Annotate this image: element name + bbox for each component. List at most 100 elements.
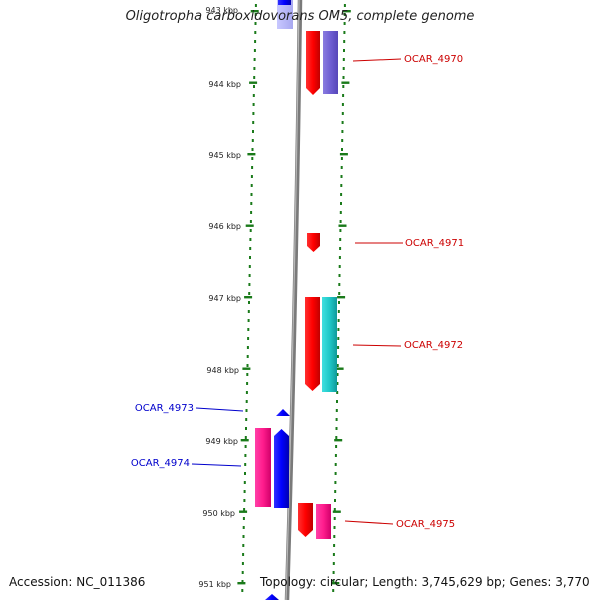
gene-arrow-ocar-4972-red [305,297,320,391]
ruler-left-dot [243,490,246,493]
gene-arrow-bottom-blue [265,594,279,600]
gene-label-ocar-4971[interactable]: OCAR_4971 [405,238,464,249]
ruler-right-major-tick [334,439,343,442]
ruler-right-dot [338,274,341,277]
gene-label-ocar-4973[interactable]: OCAR_4973 [135,403,194,414]
ruler-left-dot [254,22,257,25]
ruler-right-dot [336,382,339,385]
ruler-right-dot [332,562,335,565]
ruler-right-dot [342,85,345,88]
ruler-left-dot [251,157,254,160]
ruler-label-944: 944 kbp [208,80,241,89]
ruler-left-dot [247,310,250,313]
ruler-left-dot [249,229,252,232]
ruler-left-dot [252,112,255,115]
ruler-right-dot [342,94,345,97]
ruler-right-dot [332,571,335,574]
ruler-right-dot [343,31,346,34]
ruler-right-major-tick [339,153,348,156]
genome-backbone [284,0,303,600]
ruler-right-dot [340,157,343,160]
ruler-right-dot [336,364,339,367]
ruler-left-dot [246,355,249,358]
ruler-right-dot [332,580,335,583]
ruler-left-dot [247,337,250,340]
ruler-left-dot [241,589,244,592]
ruler-left-major-tick [237,582,246,585]
ruler-right-dot [341,112,344,115]
ruler-right-dot [332,589,335,592]
ruler-right-dot [337,310,340,313]
accession-text: Accession: NC_011386 [9,575,146,589]
ruler-right-dot [333,517,336,520]
ruler-left-dot [243,481,246,484]
ruler-right-dot [335,409,338,412]
ruler-left-dot [244,445,247,448]
ruler-left-dot [253,85,255,88]
ruler-right-dot [338,265,341,268]
ruler-left-dot [254,40,257,43]
ruler-left-dot [241,571,244,574]
ruler-left-dot [244,472,246,475]
ruler-right-dot [333,535,336,538]
gene-arrow-ocar-4971 [307,233,320,252]
ruler-left-dot [244,454,247,457]
ruler-left-dot [249,256,251,259]
ruler-left-dot [250,202,253,205]
ruler-right-dot [337,319,340,322]
ruler-left-dot [248,274,251,277]
ruler-right-dot [341,103,344,106]
ruler-right-dot [335,427,338,430]
ruler-left-dot [242,535,245,538]
ruler-left-dot [246,346,249,349]
ruler-left-dot [250,175,253,178]
ruler-left-dot [247,319,250,322]
ruler-left-dot [244,436,247,439]
ruler-left-dot [242,526,245,529]
ruler-right-dot [343,22,346,25]
gene-arrow-ocar-4975-red [298,503,313,537]
ruler-left-major-tick [249,81,258,84]
map-title: Oligotropha carboxidovorans OM5, complet… [125,9,475,24]
gene-label-ocar-4975[interactable]: OCAR_4975 [396,519,455,530]
gene-label-ocar-4972[interactable]: OCAR_4972 [404,340,463,351]
gene-arrow-ocar-4973 [276,409,290,416]
ruler-right-major-tick [341,81,350,84]
ruler-left-dot [251,166,254,169]
gene-label-ocar-4970[interactable]: OCAR_4970 [404,54,463,65]
ruler-left-dot [253,76,256,79]
ruler-left-dot [252,103,255,106]
ruler-right-dot [342,67,345,70]
ruler-left-dot [253,67,256,70]
ruler-right-dot [341,130,344,133]
ruler-right-dot [343,49,345,52]
ruler-track-left [237,4,259,592]
ruler-left-dot [245,409,248,412]
gene-block-ocar-4972-cyan [322,297,337,392]
ruler-label-947: 947 kbp [208,294,241,303]
ruler-right-dot [339,211,342,214]
gene-label-ocar-4974[interactable]: OCAR_4974 [131,458,190,469]
leader-line-ocar-4972 [352,344,402,347]
gene-block-ocar-4970-purple [323,31,338,94]
ruler-label-946: 946 kbp [208,222,241,231]
ruler-left-dot [252,121,255,124]
ruler-left-major-tick [250,10,259,13]
ruler-left-dot [254,31,257,34]
ruler-left-dot [248,292,251,295]
ruler-label-948: 948 kbp [206,366,239,375]
ruler-left-dot [249,247,252,250]
ruler-right-dot [334,472,337,475]
ruler-right-dot [337,346,340,349]
ruler-left-dot [244,463,247,466]
ruler-left-dot [245,427,247,430]
ruler-left-dot [251,148,254,151]
ruler-right-major-tick [338,224,347,227]
ruler-right-dot [337,337,340,340]
ruler-left-dot [245,391,248,394]
ruler-left-dot [248,265,251,268]
ruler-right-dot [342,58,345,61]
leader-line-ocar-4974 [191,463,242,467]
ruler-left-dot [251,139,254,142]
gene-arrow-ocar-4974-blue [274,429,289,508]
